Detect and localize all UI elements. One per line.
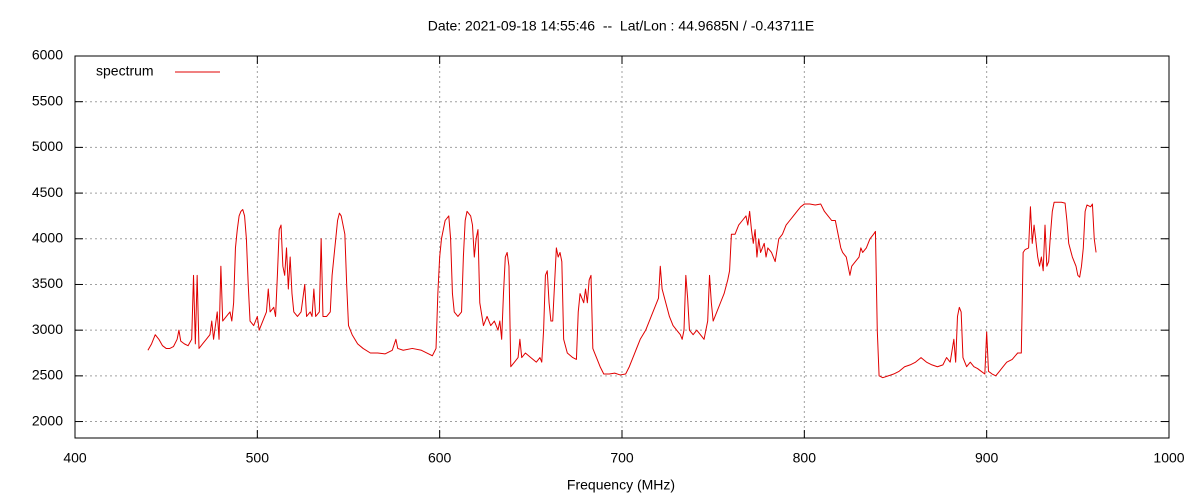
x-tick-label: 400 [63,450,87,466]
x-axis-label: Frequency (MHz) [567,477,675,493]
y-tick-label: 6000 [32,47,63,63]
x-tick-label: 900 [975,450,999,466]
data-line [147,201,1097,379]
y-tick-label: 2500 [32,367,63,383]
x-tick-label: 800 [793,450,817,466]
y-tick-label: 4000 [32,229,63,245]
y-tick-label: 5500 [32,92,63,108]
y-tick-label: 5000 [32,138,63,154]
x-tick-label: 1000 [1153,450,1184,466]
chart-title: Date: 2021-09-18 14:55:46 -- Lat/Lon : 4… [428,18,815,34]
y-tick-label: 2000 [32,412,63,428]
x-tick-label: 600 [428,450,452,466]
legend-label: spectrum [96,63,154,79]
plot-border [74,55,1170,439]
x-tick-label: 700 [610,450,634,466]
x-tick-label: 500 [246,450,270,466]
y-tick-label: 4500 [32,184,63,200]
y-tick-label: 3000 [32,321,63,337]
y-tick-label: 3500 [32,275,63,291]
